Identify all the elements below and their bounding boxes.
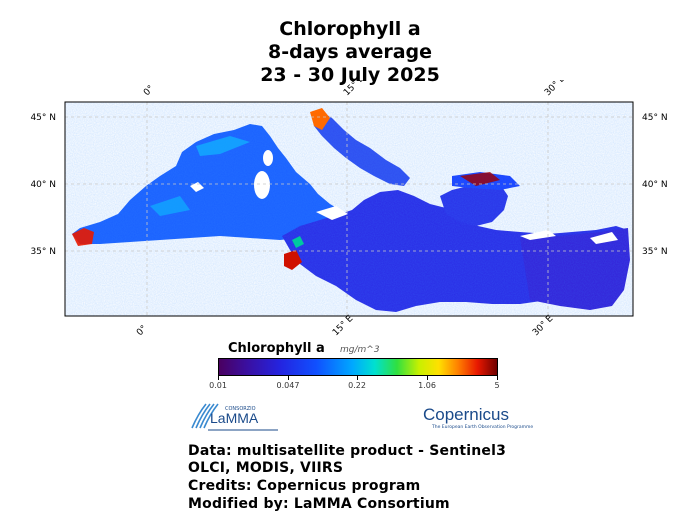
high-chl-po-delta [310,108,330,130]
mid-chl-alboran-north [150,196,190,216]
colorbar-tick-label: 0.22 [348,381,366,390]
map-frame [64,101,634,317]
title-line-1: Chlorophyll a [279,18,421,40]
lon-label-bottom-30: 30° E [531,314,556,339]
island-corsica [263,150,273,166]
info-credits: Credits: Copernicus program [188,478,421,494]
colorbar-tick-label: 0.047 [276,381,300,390]
lamma-consorzio-label: CONSORZIO [225,406,256,412]
lat-label-right-35: 35° N [642,247,668,257]
lamma-logo-text: LaMMA [210,410,259,426]
chlorophyll-map: 45° N 40° N 35° N 45° N 40° N 35° N 0° 1… [30,80,668,339]
lon-label-bottom-15: 15° E [331,314,356,339]
island-balearic [190,182,204,192]
colorbar [218,358,498,376]
lat-label-left-35: 35° N [30,247,56,257]
colorbar-tickmark [427,376,428,380]
info-data-source: Data: multisatellite product - Sentinel3 [188,443,507,459]
copernicus-logo-subtitle: The European Earth Observation Programme [432,425,534,430]
high-chl-gulf-of-gabes [284,250,302,270]
info-sensors: OLCI, MODIS, VIIRS [188,460,344,476]
island-cyprus [590,232,618,244]
lon-label-bottom-0: 0° [135,324,149,338]
lon-label-top-15: 15° E [342,80,367,98]
title-date-range: 23 - 30 July 2025 [260,64,440,86]
info-modified-by: Modified by: LaMMA Consortium [188,496,450,512]
high-chl-alboran [72,228,94,246]
lat-label-left-40: 40° N [30,180,56,190]
colorbar-title: Chlorophyll a [228,341,325,356]
colorbar-tick-label: 0.01 [209,381,227,390]
colorbar-tickmark [288,376,289,380]
colorbar-unit: mg/m^3 [340,345,380,355]
lat-label-left-45: 45° N [30,113,56,123]
lon-label-top-0: 0° [142,84,156,98]
lat-label-right-45: 45° N [642,113,668,123]
lamma-logo-icon [191,403,278,431]
colorbar-tick-label: 1.06 [418,381,436,390]
colorbar-tickmark [497,376,498,380]
graticule [65,102,633,316]
title-line-2: 8-days average [267,41,433,63]
colorbar-tick-label: 5 [494,381,500,390]
mid-chl-tunisia [292,236,304,248]
island-sardinia [254,171,270,199]
mid-chl-gulf-of-lion [196,136,250,156]
lat-label-right-40: 40° N [642,180,668,190]
island-crete [520,230,556,240]
colorbar-tickmark [218,376,219,380]
high-chl-north-aegean [460,172,500,186]
copernicus-logo-text: Copernicus [423,405,509,424]
island-sicily [316,206,348,220]
colorbar-tickmark [357,376,358,380]
lon-label-top-30: 30° E [543,80,568,98]
